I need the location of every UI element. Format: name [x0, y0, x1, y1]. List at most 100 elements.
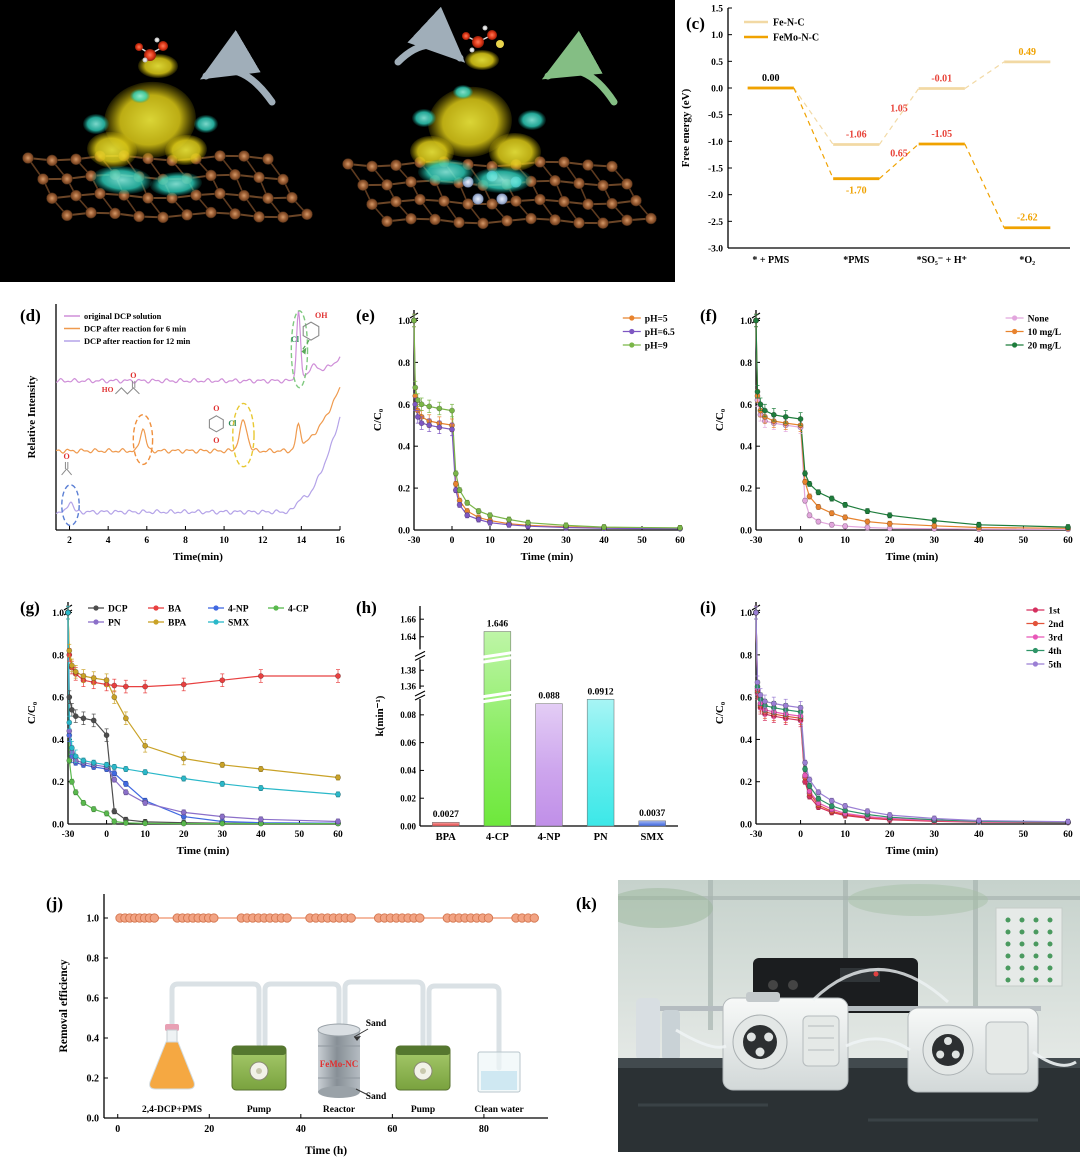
panel-label-c: (c) [686, 14, 705, 33]
svg-text:pH=6.5: pH=6.5 [645, 328, 675, 338]
svg-text:0.0: 0.0 [740, 527, 752, 537]
svg-text:-1.06: -1.06 [846, 130, 867, 141]
svg-text:60: 60 [333, 830, 343, 840]
svg-text:50: 50 [637, 536, 647, 546]
svg-text:1.0: 1.0 [740, 317, 752, 327]
svg-text:1.0: 1.0 [398, 317, 410, 327]
svg-text:SMX: SMX [228, 619, 249, 629]
svg-text:60: 60 [1063, 830, 1073, 840]
svg-text:60: 60 [675, 536, 685, 546]
chart-rate-constants: 0.00 0.02 0.04 0.06 0.08 1.36 1.38 1.64 1.66 k(mi… [374, 606, 678, 843]
svg-text:40: 40 [296, 1124, 306, 1135]
svg-text:Pump: Pump [247, 1105, 271, 1115]
svg-text:20: 20 [204, 1124, 214, 1135]
svg-text:Time(min): Time(min) [173, 551, 223, 563]
svg-text:DCP: DCP [108, 605, 128, 615]
svg-text:0.0037: 0.0037 [639, 809, 665, 819]
svg-text:-2.5: -2.5 [708, 218, 723, 228]
svg-text:-1.5: -1.5 [708, 165, 723, 175]
svg-text:20: 20 [885, 830, 895, 840]
panel-label-k: (k) [576, 894, 597, 913]
svg-text:Time (min): Time (min) [886, 551, 939, 563]
svg-text:4-NP: 4-NP [228, 605, 249, 615]
svg-text:10: 10 [140, 830, 150, 840]
svg-text:30: 30 [218, 830, 228, 840]
svg-text:*SO₅⁻ + H⁺: *SO₅⁻ + H⁺ [917, 255, 967, 266]
svg-text:1.38: 1.38 [400, 666, 416, 676]
svg-text:0.8: 0.8 [740, 651, 752, 661]
svg-text:2nd: 2nd [1048, 620, 1064, 630]
panel-label-g: (g) [20, 598, 40, 617]
svg-text:1.36: 1.36 [400, 681, 416, 691]
svg-text:Time (min): Time (min) [177, 845, 230, 857]
svg-text:0: 0 [104, 830, 109, 840]
svg-text:10: 10 [840, 536, 850, 546]
svg-text:C/C₀: C/C₀ [372, 408, 384, 431]
svg-text:0: 0 [115, 1124, 120, 1135]
svg-text:Relative Intensity: Relative Intensity [26, 375, 38, 458]
svg-text:0.4: 0.4 [52, 736, 64, 746]
svg-text:0.00: 0.00 [400, 821, 416, 831]
svg-text:Clean water: Clean water [474, 1105, 524, 1115]
svg-text:40: 40 [974, 830, 984, 840]
svg-text:20 mg/L: 20 mg/L [1028, 342, 1062, 352]
svg-text:Time (min): Time (min) [521, 551, 574, 563]
svg-text:-1.05: -1.05 [931, 129, 952, 140]
svg-text:4-NP: 4-NP [538, 832, 561, 843]
svg-text:1st: 1st [1048, 607, 1060, 617]
svg-text:Cl: Cl [291, 335, 300, 344]
svg-text:pH=5: pH=5 [645, 315, 668, 325]
svg-text:1.646: 1.646 [487, 620, 509, 630]
svg-text:*PMS: *PMS [843, 255, 870, 266]
svg-text:10 mg/L: 10 mg/L [1028, 328, 1062, 338]
svg-text:*O₂: *O₂ [1019, 255, 1035, 266]
svg-text:0.0: 0.0 [711, 85, 723, 95]
svg-text:O: O [130, 371, 136, 380]
svg-text:* + PMS: * + PMS [752, 255, 789, 266]
svg-text:30: 30 [930, 536, 940, 546]
svg-text:1.05: 1.05 [890, 104, 908, 115]
svg-text:40: 40 [256, 830, 266, 840]
svg-text:FeMo-N-C: FeMo-N-C [773, 33, 819, 44]
svg-text:0.06: 0.06 [400, 738, 416, 748]
svg-text:C/C₀: C/C₀ [714, 701, 726, 724]
svg-text:BPA: BPA [436, 832, 457, 843]
svg-text:-1.70: -1.70 [846, 186, 867, 197]
svg-text:50: 50 [1019, 536, 1029, 546]
panel-label-j: (j) [46, 894, 63, 913]
svg-text:-30: -30 [750, 536, 763, 546]
svg-text:-2.62: -2.62 [1017, 213, 1038, 224]
svg-text:0.5: 0.5 [711, 58, 723, 68]
svg-text:0.2: 0.2 [740, 485, 752, 495]
svg-text:50: 50 [295, 830, 305, 840]
panel-label-e: (e) [356, 306, 375, 325]
svg-text:0.6: 0.6 [740, 694, 752, 704]
chart-removal-efficiency: 0.0 0.2 0.4 0.6 0.8 1.0 0 20 40 60 80 Time (h) Remov… [58, 894, 548, 1157]
svg-text:C/C₀: C/C₀ [714, 408, 726, 431]
svg-text:-30: -30 [408, 536, 421, 546]
svg-text:0: 0 [798, 830, 803, 840]
svg-text:original DCP solution: original DCP solution [84, 312, 162, 321]
svg-text:1.66: 1.66 [400, 615, 416, 625]
svg-text:0.65: 0.65 [890, 148, 908, 159]
svg-text:0.4: 0.4 [398, 443, 410, 453]
svg-text:PN: PN [108, 619, 121, 629]
svg-text:2: 2 [67, 536, 72, 546]
svg-text:0.0: 0.0 [398, 527, 410, 537]
svg-text:HO: HO [102, 385, 114, 394]
svg-text:20: 20 [885, 536, 895, 546]
svg-text:DCP after reaction for 12 min: DCP after reaction for 12 min [84, 337, 191, 346]
svg-text:10: 10 [219, 536, 229, 546]
svg-text:0.2: 0.2 [740, 778, 752, 788]
svg-text:4-CP: 4-CP [288, 605, 309, 615]
svg-text:O: O [213, 436, 219, 445]
svg-text:0.4: 0.4 [740, 736, 752, 746]
svg-text:Time (h): Time (h) [305, 1145, 347, 1157]
svg-text:Cl: Cl [228, 419, 237, 428]
svg-text:8: 8 [183, 536, 188, 546]
svg-text:Sand: Sand [366, 1092, 387, 1102]
svg-text:4th: 4th [1048, 647, 1062, 657]
svg-text:12: 12 [258, 536, 268, 546]
svg-text:0.0: 0.0 [52, 821, 64, 831]
svg-text:10: 10 [485, 536, 495, 546]
